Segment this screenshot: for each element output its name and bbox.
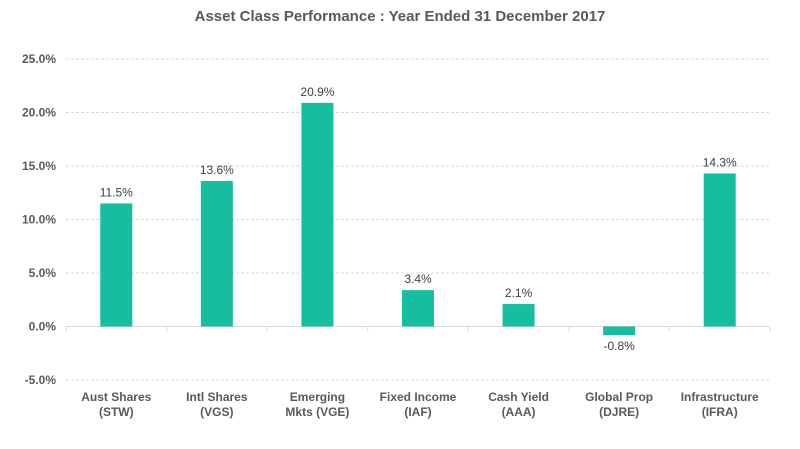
data-label: 13.6% xyxy=(200,163,234,177)
x-category-label: (STW) xyxy=(99,405,134,419)
x-category-label: Aust Shares xyxy=(81,390,151,404)
y-tick-label: 10.0% xyxy=(22,213,56,227)
x-category-label: (IAF) xyxy=(404,405,431,419)
x-category-label: (DJRE) xyxy=(599,405,639,419)
data-label: 20.9% xyxy=(300,85,334,99)
x-category-label: (AAA) xyxy=(502,405,536,419)
data-label: 11.5% xyxy=(100,185,133,199)
x-category-label: Fixed Income xyxy=(380,390,457,404)
y-tick-label: 20.0% xyxy=(22,106,56,120)
x-category-label: (IFRA) xyxy=(702,405,738,419)
y-tick-label: 15.0% xyxy=(22,159,56,173)
bar xyxy=(703,173,736,327)
bar xyxy=(200,180,233,327)
x-category-label: Global Prop xyxy=(585,390,653,404)
chart-title: Asset Class Performance : Year Ended 31 … xyxy=(194,8,606,25)
x-category-label: Infrastructure xyxy=(681,390,759,404)
bar xyxy=(100,203,133,327)
x-category-label: Emerging xyxy=(290,390,345,404)
y-tick-label: 5.0% xyxy=(29,266,57,280)
bar xyxy=(301,102,334,327)
y-tick-label: -5.0% xyxy=(25,373,57,387)
x-category-label: (VGS) xyxy=(200,405,233,419)
x-category-label: Cash Yield xyxy=(488,390,549,404)
data-label: 2.1% xyxy=(505,286,533,300)
y-tick-label: 0.0% xyxy=(29,320,57,334)
data-label: 3.4% xyxy=(404,272,432,286)
x-category-label: Mkts (VGE) xyxy=(285,405,349,419)
data-label: -0.8% xyxy=(603,339,635,353)
bar xyxy=(603,326,636,336)
x-category-label: Intl Shares xyxy=(186,390,248,404)
data-label: 14.3% xyxy=(703,155,737,169)
bar xyxy=(502,304,535,327)
y-tick-label: 25.0% xyxy=(22,52,56,66)
bar xyxy=(402,290,434,327)
